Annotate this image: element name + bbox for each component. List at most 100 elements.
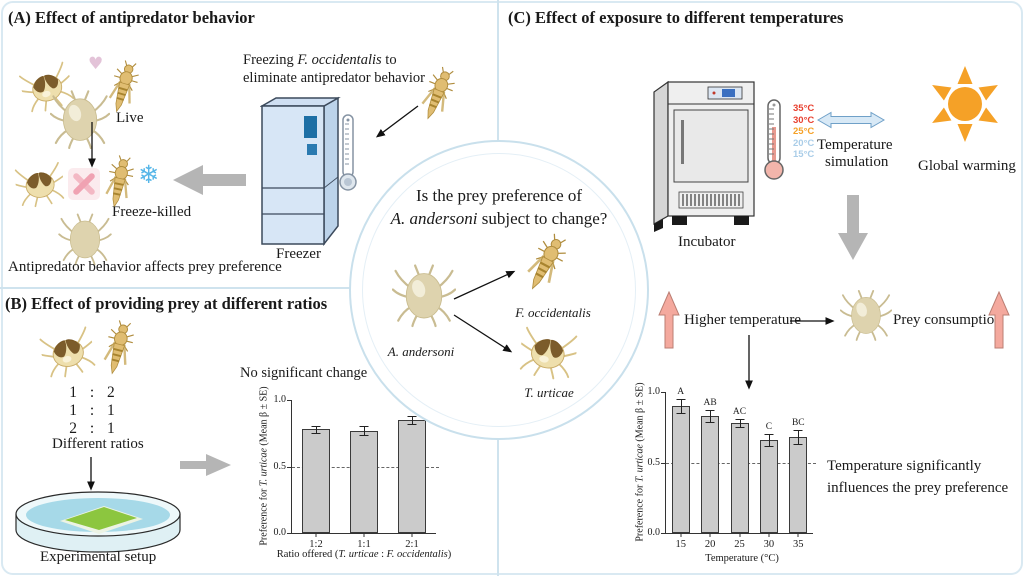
error-bar: [364, 425, 365, 436]
different-ratios-label: Different ratios: [52, 436, 144, 452]
conclusion-line2: influences the prey preference: [827, 480, 1009, 496]
experimental-setup-label: Experimental setup: [40, 549, 157, 565]
panel-a-title: (A) Effect of antipredator behavior: [8, 8, 255, 27]
y-tick-mark: [661, 392, 666, 393]
chart-c-x-axis-title: Temperature (°C): [705, 553, 779, 564]
prey2-label: T. urticae: [524, 385, 574, 400]
arrow-live-to-freezekilled: [88, 122, 96, 168]
significance-letter: AC: [732, 406, 747, 417]
error-cap-bottom: [705, 421, 715, 423]
global-warming-label: Global warming: [918, 158, 1016, 174]
arrow-temp-to-mite: [790, 317, 835, 325]
panel-a-caption: Antipredator behavior affects prey prefe…: [8, 259, 282, 275]
error-cap-bottom: [764, 445, 774, 447]
x-tick-label: 25: [734, 539, 745, 550]
incubator-icon: [653, 80, 755, 232]
bar-35: [789, 437, 808, 533]
y-tick-mark: [661, 533, 666, 534]
x-tick-label: 2:1: [405, 539, 419, 550]
error-cap-top: [735, 418, 744, 420]
tetranychus-mite-icon: [519, 326, 578, 380]
freezer-note-line1: Freezing F. occidentalis to: [243, 52, 397, 68]
x-tick-label: 15: [675, 539, 686, 550]
arrow-predator-to-prey1: [453, 270, 516, 300]
error-cap-bottom: [311, 432, 321, 434]
gray-down-arrow: [838, 195, 868, 260]
y-tick-label: 0.5: [647, 456, 661, 468]
y-tick-mark: [661, 462, 666, 464]
y-tick-label: 1.0: [647, 386, 661, 397]
y-tick-label: 0.5: [273, 460, 287, 472]
error-cap-top: [311, 425, 321, 427]
error-bar: [739, 418, 741, 428]
significance-letter: BC: [791, 418, 805, 429]
bar-20: [701, 415, 720, 533]
error-cap-top: [359, 425, 369, 427]
amblyseius-mite-icon: [392, 264, 456, 328]
y-tick-label: 1.0: [273, 394, 287, 405]
bar-1:2: [302, 429, 330, 533]
ratio-row: 2 : 1: [69, 420, 115, 437]
error-bar: [710, 410, 712, 422]
thermometer-temp: 30°C: [793, 114, 815, 126]
question-line2: A. andersoni subject to change?: [390, 209, 608, 228]
freezer-label: Freezer: [276, 246, 321, 262]
predator-label: A. andersoni: [387, 344, 455, 359]
error-cap-top: [764, 434, 774, 436]
tetranychus-mite-icon: [14, 162, 65, 208]
freezer-icon: [260, 96, 341, 247]
petri-dish-icon: [15, 491, 181, 553]
error-cap-top: [676, 399, 686, 401]
pink-up-arrow: [658, 291, 680, 349]
y-tick-label: 0.0: [273, 527, 287, 538]
x-tick-mark: [680, 533, 682, 537]
chart-b-title: No significant change: [240, 365, 368, 381]
thrips-icon: [108, 60, 139, 113]
incubator-label: Incubator: [678, 234, 736, 250]
error-cap-bottom: [676, 413, 686, 415]
panel-divider-horizontal: [0, 287, 356, 289]
gray-left-arrow: [173, 165, 246, 195]
error-cap-bottom: [407, 423, 417, 425]
x-tick-mark: [411, 533, 413, 537]
amblyseius-mite-icon: [840, 289, 892, 341]
significance-letter: AB: [703, 398, 717, 409]
error-cap-bottom: [735, 427, 744, 429]
question-line1: Is the prey preference of: [415, 186, 583, 205]
error-bar: [798, 430, 800, 445]
error-cap-bottom: [793, 444, 803, 446]
thermometer-temp: 35°C: [793, 103, 815, 114]
x-tick-label: 20: [704, 539, 716, 550]
x-tick-mark: [709, 533, 711, 537]
thermometer-temp: 25°C: [793, 126, 815, 137]
y-tick-label: 0.0: [647, 527, 661, 538]
x-tick-label: 35: [793, 539, 804, 550]
x-tick-label: 1:2: [309, 539, 323, 550]
thrips-icon: [105, 155, 134, 208]
y-tick-mark: [287, 466, 292, 468]
error-bar: [412, 415, 413, 424]
tetranychus-mite-icon: [18, 61, 74, 113]
bar-15: [671, 406, 690, 533]
thrips-icon: [527, 233, 566, 290]
conclusion-line1: Temperature significantly: [827, 458, 982, 474]
significance-letter: C: [765, 422, 773, 433]
prey-consumption-label: Prey consumption: [893, 312, 1002, 328]
pink-up-arrow: [988, 291, 1010, 349]
error-cap-top: [705, 410, 715, 412]
heart-icon: ♥: [88, 54, 104, 74]
freezer-note-line2: eliminate antipredator behavior: [243, 70, 425, 86]
chart-b-plot: 0.0 0.5 1.0 1:2 1:1 2:1: [274, 394, 439, 550]
temperature-simulation-line2: simulation: [825, 154, 889, 170]
sun-icon: [932, 66, 998, 142]
y-tick-mark: [287, 400, 292, 401]
freeze-killed-label: Freeze-killed: [112, 204, 192, 220]
thermometer-temps: 35°C 30°C 25°C 20°C 15°C: [793, 103, 814, 161]
thermometer-temp: 15°C: [793, 149, 815, 160]
error-bar: [680, 399, 682, 414]
double-headed-arrow: [817, 111, 885, 129]
chart-c-plot: 0.0 0.5 1.0 A 15 AB 20 AC 25 C 30 BC 35: [648, 386, 816, 550]
live-label: Live: [116, 110, 144, 126]
chart-b-x-axis-title: Ratio offered (T. urticae : F. occidenta…: [276, 549, 452, 560]
x-tick-label: 1:1: [357, 539, 371, 550]
